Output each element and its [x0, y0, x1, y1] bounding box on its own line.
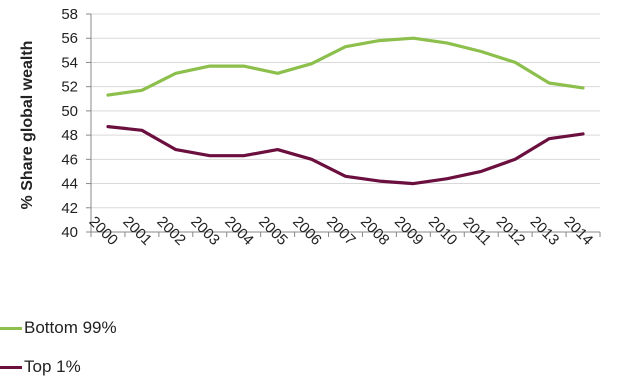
y-tick-label: 46 — [61, 151, 78, 168]
legend-item-top-1: Top 1% — [0, 357, 81, 377]
y-tick-label: 54 — [61, 54, 78, 71]
x-tick-label: 2008 — [357, 213, 393, 249]
legend-label-top-1: Top 1% — [24, 357, 81, 376]
x-tick-label: 2006 — [289, 213, 325, 249]
x-tick-label: 2005 — [255, 213, 291, 249]
y-tick-label: 56 — [61, 30, 78, 47]
x-tick-label: 2014 — [561, 213, 597, 249]
x-tick-label: 2009 — [391, 213, 427, 249]
y-axis-label: % Share global wealth — [19, 41, 36, 210]
series-line-top-1 — [106, 124, 585, 186]
y-tick-label: 48 — [61, 127, 78, 144]
axes — [86, 13, 601, 237]
x-tick-label: 2012 — [493, 213, 529, 249]
y-tick-labels: 40 42 44 46 48 50 52 54 56 58 — [61, 6, 78, 241]
x-tick-label: 2004 — [221, 213, 257, 249]
series-lines — [106, 36, 585, 186]
x-tick-label: 2003 — [187, 213, 223, 249]
x-tick-label: 2001 — [119, 213, 155, 249]
y-tick-label: 58 — [61, 6, 78, 23]
y-tick-label: 50 — [61, 103, 78, 120]
legend-label-bottom-99: Bottom 99% — [24, 318, 117, 337]
x-tick-label: 2010 — [425, 213, 461, 249]
y-tick-label: 52 — [61, 79, 78, 96]
legend-swatch-top-1 — [0, 365, 22, 369]
legend-swatch-bottom-99 — [0, 326, 22, 330]
x-tick-label: 2013 — [527, 213, 563, 249]
y-tick-label: 40 — [61, 224, 78, 241]
gridlines — [91, 13, 600, 209]
y-tick-label: 44 — [61, 176, 78, 193]
line-chart: 40 42 44 46 48 50 52 54 56 58 2000200120022003200… — [19, 6, 601, 249]
x-tick-label: 2007 — [323, 213, 359, 249]
series-line-bottom-99 — [106, 36, 585, 97]
x-tick-label: 2011 — [460, 214, 495, 249]
x-tick-labels: 2000200120022003200420052006200720082009… — [86, 213, 597, 249]
x-tick-label: 2002 — [153, 213, 189, 249]
y-tick-label: 42 — [61, 200, 78, 217]
legend-item-bottom-99: Bottom 99% — [0, 318, 117, 338]
